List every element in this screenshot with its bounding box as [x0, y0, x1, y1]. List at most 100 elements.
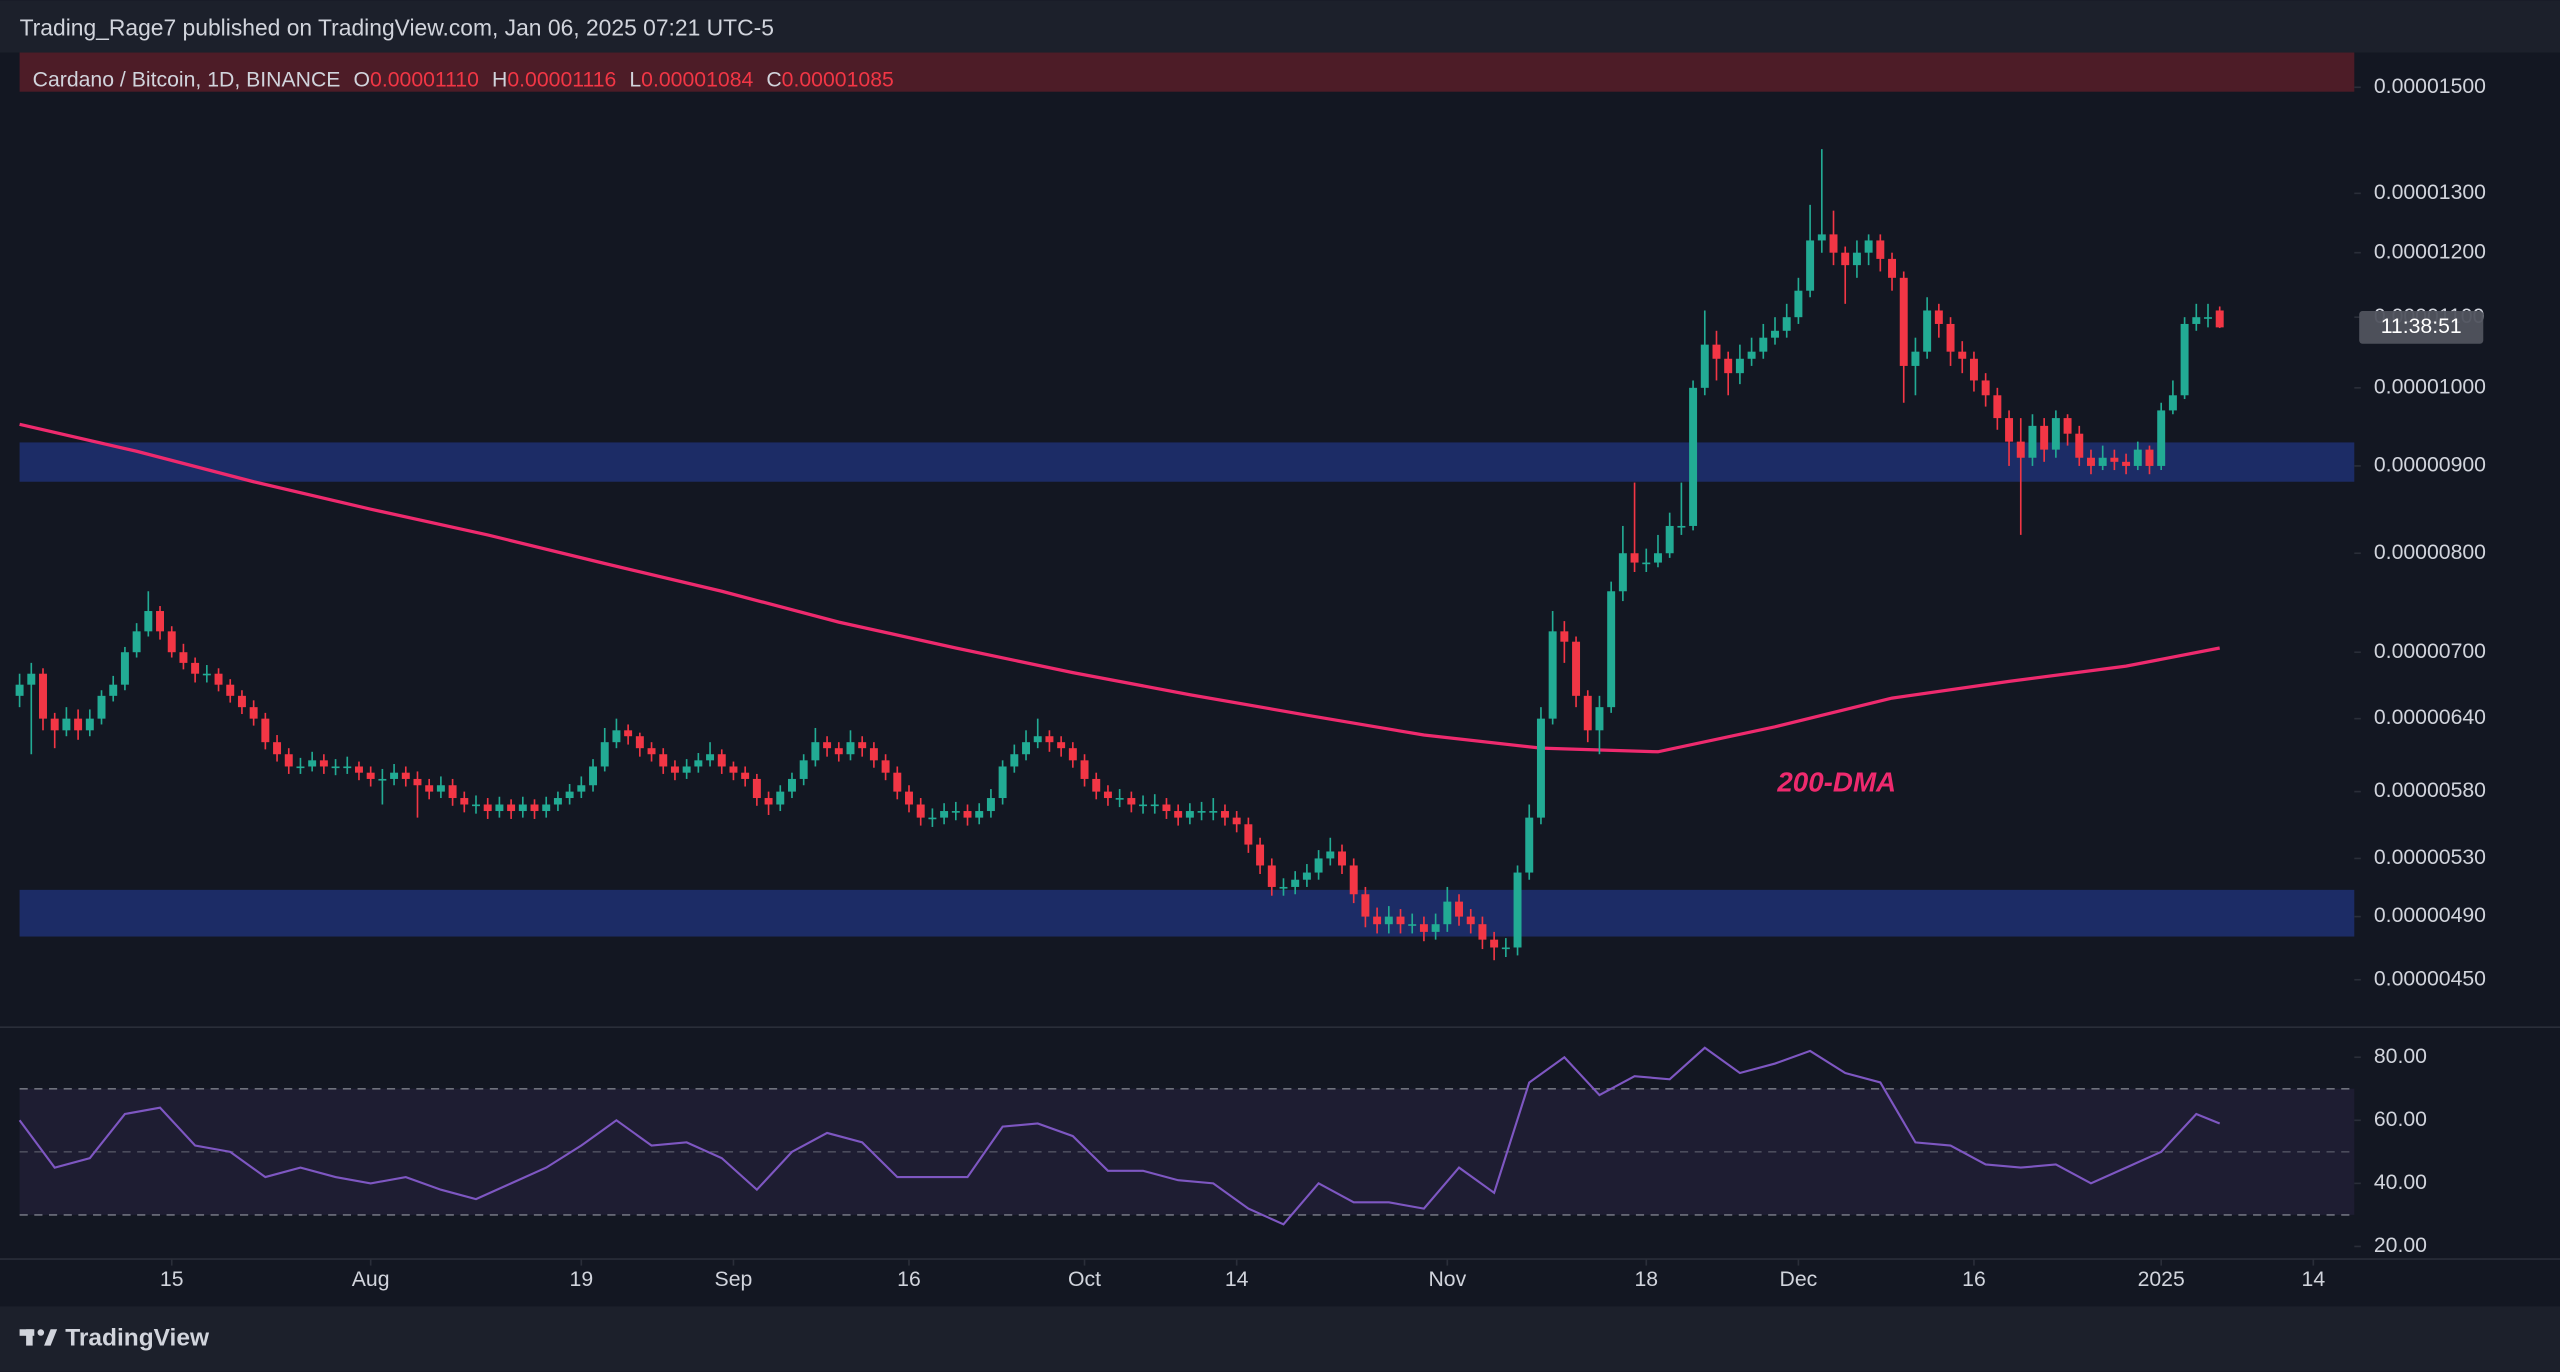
candle-body [1560, 631, 1569, 642]
candle-body [1185, 811, 1194, 818]
candle-body [1630, 553, 1639, 563]
x-tick-label: Nov [1428, 1268, 1466, 1291]
candle-body [460, 798, 469, 805]
candle-body [2168, 395, 2177, 411]
candle-body [472, 804, 480, 807]
candle-body [1689, 387, 1698, 526]
candle-body [1642, 562, 1651, 565]
candle-body [1302, 872, 1311, 880]
y-tick-label: 0.00001000 [2374, 375, 2486, 398]
candle-body [975, 811, 984, 818]
candle-body [120, 652, 129, 685]
candle-body [2133, 449, 2142, 466]
candle-body [1338, 851, 1346, 866]
candle-body [542, 804, 551, 812]
candle-body [577, 785, 586, 792]
candle-body [2005, 418, 2014, 442]
x-tick-label: 14 [1225, 1268, 1249, 1291]
candle-body [2204, 317, 2212, 319]
tv-logo [19, 1329, 58, 1346]
y-tick-label: 0.00000700 [2374, 640, 2486, 663]
candle-body [109, 684, 118, 696]
candle-body [1993, 395, 2002, 419]
candle-body [893, 772, 902, 792]
candle-body [401, 772, 410, 779]
candle-body [179, 652, 188, 663]
candle-body [1583, 695, 1592, 731]
candle-body [1103, 791, 1112, 799]
candle-body [413, 778, 422, 786]
candle-body [1876, 240, 1885, 259]
x-tick-label: 14 [2302, 1268, 2326, 1291]
candle-body [2028, 425, 2037, 458]
legend-value: 0.00001116 [507, 68, 616, 91]
legend-value: 0.00001084 [641, 68, 753, 91]
legend-symbol: Cardano / Bitcoin, 1D, BINANCE [33, 68, 341, 91]
rsi-tick-label: 60.00 [2374, 1108, 2427, 1131]
candle-body [319, 760, 328, 767]
candle-body [963, 811, 972, 818]
candle-body [1373, 916, 1382, 925]
rsi-tick-label: 40.00 [2374, 1171, 2427, 1194]
legend-key: L [629, 68, 641, 91]
candle-body [1162, 804, 1171, 812]
candle-body [378, 778, 387, 781]
rsi-line [18, 1046, 2221, 1226]
candle-body [741, 772, 750, 779]
candle-body [1888, 258, 1897, 278]
candle-body [1782, 317, 1791, 331]
candle-body [647, 748, 656, 755]
candle-body [1010, 754, 1019, 767]
candle-body [1220, 811, 1229, 818]
x-tick-label: 15 [160, 1268, 184, 1291]
rsi-tick-label: 20.00 [2374, 1234, 2427, 1257]
candle-body [565, 791, 574, 799]
candle-body [1794, 290, 1803, 318]
legend-key: C [766, 68, 781, 91]
candle-body [2180, 323, 2189, 396]
y-tick-label: 0.00000800 [2374, 541, 2486, 564]
candle-body [1431, 924, 1440, 932]
candle-body [1923, 310, 1932, 352]
candle-body [1911, 351, 1920, 366]
y-tick-label: 0.00000450 [2374, 967, 2486, 990]
x-tick-label: 2025 [2138, 1268, 2185, 1291]
candle-body [1384, 916, 1393, 925]
candle-body [1969, 358, 1978, 381]
candle-body [717, 754, 726, 767]
support-zone [19, 889, 2355, 937]
candle-body [296, 766, 305, 769]
candle-body [589, 766, 598, 786]
candle-body [308, 760, 317, 767]
candle-body [1525, 817, 1534, 873]
candle-body [1607, 591, 1616, 708]
candle-body [1174, 811, 1183, 818]
candle-body [2016, 441, 2025, 458]
candle-body [706, 754, 715, 761]
candle-body [612, 730, 621, 743]
y-tick-label: 0.00001300 [2374, 181, 2486, 204]
y-tick-label: 0.00000530 [2374, 846, 2486, 869]
x-tick-label: 18 [1634, 1268, 1658, 1291]
candle-body [1466, 916, 1475, 925]
candle-body [670, 766, 679, 773]
candle-body [226, 684, 235, 696]
candle-body [1536, 718, 1545, 818]
candle-body [2192, 317, 2201, 324]
legend-value: 0.00001110 [370, 68, 479, 91]
candle-body [425, 785, 434, 792]
candle-body [261, 718, 270, 743]
candle-body [39, 673, 47, 719]
candle-body [858, 742, 867, 749]
candle-body [1771, 330, 1779, 338]
footer-brand: TradingView [65, 1325, 210, 1352]
candle-body [764, 798, 773, 805]
candle-body [62, 718, 71, 731]
candle-body [916, 804, 925, 818]
candle-body [1806, 240, 1815, 291]
rsi-tick-label: 80.00 [2374, 1045, 2427, 1068]
candle-body [1209, 811, 1218, 813]
candle-body [1724, 358, 1733, 374]
